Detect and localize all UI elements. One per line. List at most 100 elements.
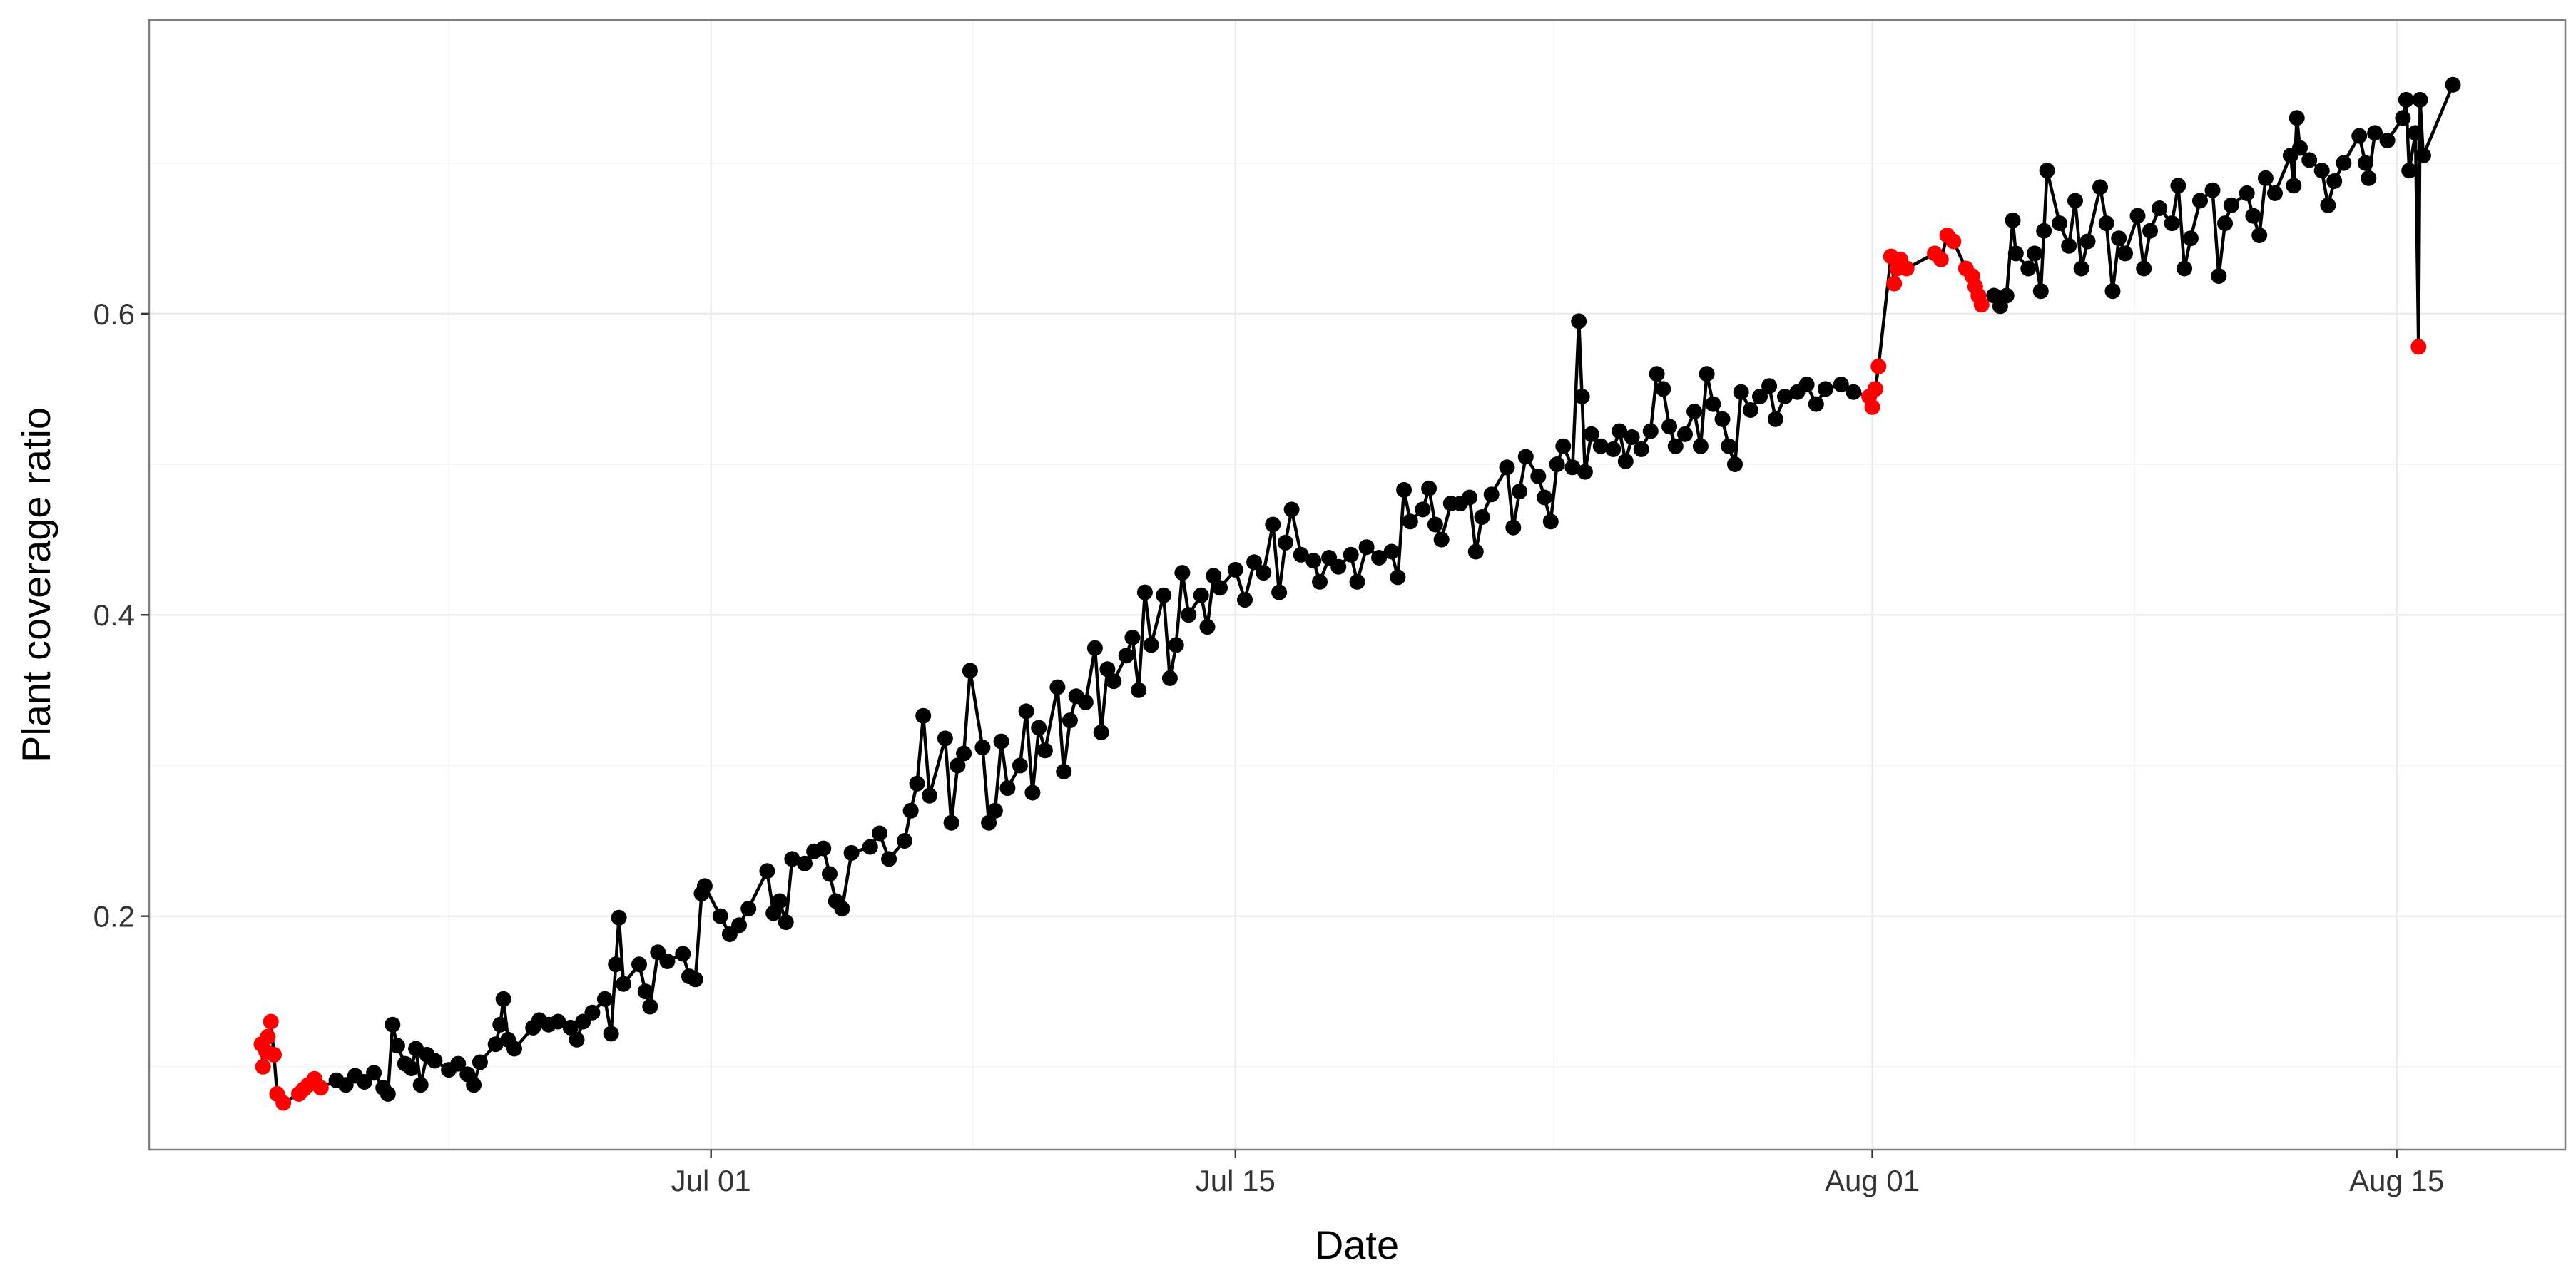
- data-points: [253, 76, 2461, 1111]
- data-point: [1031, 720, 1047, 736]
- data-point: [596, 991, 613, 1007]
- data-point: [993, 733, 1009, 750]
- data-point-flagged: [1973, 297, 1990, 313]
- data-point: [950, 757, 966, 774]
- data-point: [366, 1065, 382, 1081]
- data-point: [1633, 441, 1649, 457]
- data-point: [759, 863, 775, 879]
- data-point: [1136, 584, 1153, 600]
- data-point: [687, 971, 703, 988]
- data-point: [1293, 546, 1309, 563]
- data-point: [1483, 486, 1500, 503]
- data-point: [1742, 402, 1758, 418]
- data-point: [562, 1019, 579, 1036]
- data-point: [1752, 389, 1768, 404]
- data-point: [637, 983, 653, 1000]
- data-point: [380, 1085, 396, 1102]
- data-point: [909, 775, 925, 792]
- data-point: [584, 1004, 601, 1021]
- data-point: [696, 878, 713, 894]
- data-point: [784, 851, 800, 867]
- data-point: [2067, 193, 2083, 209]
- data-point: [881, 851, 897, 867]
- data-point: [2408, 125, 2423, 141]
- x-axis: Jul 01 Jul 15 Aug 01 Aug 15: [671, 1150, 2444, 1197]
- data-point: [1283, 501, 1300, 518]
- data-point: [2039, 163, 2055, 179]
- data-point: [1462, 489, 1477, 506]
- data-point: [2182, 230, 2199, 247]
- data-point: [999, 780, 1016, 797]
- data-point: [1199, 619, 1216, 635]
- data-point: [450, 1055, 467, 1072]
- data-point-flagged: [255, 1058, 271, 1075]
- data-point: [2217, 215, 2233, 232]
- data-point: [771, 893, 788, 909]
- data-point: [1161, 670, 1178, 686]
- data-point: [1605, 441, 1622, 457]
- data-point: [1077, 694, 1094, 710]
- data-point: [2245, 208, 2261, 224]
- data-point: [1642, 423, 1659, 439]
- data-point: [2251, 228, 2268, 243]
- data-point: [1661, 419, 1678, 435]
- data-point: [1237, 592, 1253, 608]
- data-point: [1383, 543, 1400, 560]
- data-point: [1808, 396, 1824, 412]
- data-point: [872, 825, 887, 842]
- data-point: [1721, 438, 1737, 454]
- x-tick-label: Jul 01: [671, 1164, 751, 1197]
- data-point: [2136, 260, 2152, 277]
- data-point: [1012, 757, 1028, 774]
- data-point: [1415, 501, 1431, 518]
- data-point: [2361, 170, 2377, 186]
- data-point: [642, 998, 658, 1015]
- data-point: [1612, 423, 1628, 439]
- data-point: [2164, 215, 2180, 232]
- data-point: [466, 1077, 482, 1093]
- data-point: [2005, 212, 2021, 228]
- data-point: [1583, 426, 1599, 442]
- data-point: [1577, 464, 1593, 480]
- data-point: [1086, 640, 1103, 656]
- data-point-flagged: [312, 1080, 329, 1096]
- data-point: [1677, 426, 1693, 442]
- data-point: [2415, 148, 2431, 164]
- data-point-flagged: [1886, 275, 1903, 292]
- data-point: [1542, 513, 1559, 530]
- data-point: [2257, 170, 2274, 186]
- data-point: [2267, 185, 2283, 201]
- data-point: [897, 833, 912, 849]
- panel-border: [148, 19, 2567, 1151]
- data-point: [956, 745, 972, 762]
- data-point: [1474, 509, 1490, 525]
- data-point-flagged: [260, 1028, 276, 1045]
- data-point: [2129, 208, 2146, 224]
- data-point: [2142, 223, 2158, 239]
- data-point: [1846, 384, 1862, 400]
- data-point: [389, 1038, 405, 1054]
- data-point: [1118, 648, 1134, 664]
- data-point: [487, 1036, 504, 1053]
- data-point: [1305, 553, 1322, 569]
- data-point: [1767, 411, 1783, 427]
- data-point: [2336, 155, 2352, 171]
- data-point: [1499, 459, 1515, 476]
- data-point: [1099, 661, 1116, 678]
- data-point: [1143, 637, 1159, 653]
- grid-minor: [149, 20, 2565, 1150]
- data-point: [2092, 179, 2108, 195]
- data-point-flagged: [1870, 358, 1887, 374]
- data-point: [981, 814, 997, 831]
- data-point: [915, 707, 932, 724]
- data-point: [1998, 287, 2015, 304]
- data-point-flagged: [1898, 260, 1915, 277]
- data-point: [2395, 110, 2411, 126]
- data-point: [1093, 725, 1109, 740]
- data-point: [2412, 91, 2428, 108]
- data-point: [1212, 580, 1228, 596]
- data-point: [2104, 283, 2121, 300]
- y-axis: 0.2 0.4 0.6: [93, 297, 149, 934]
- data-point: [1206, 568, 1222, 584]
